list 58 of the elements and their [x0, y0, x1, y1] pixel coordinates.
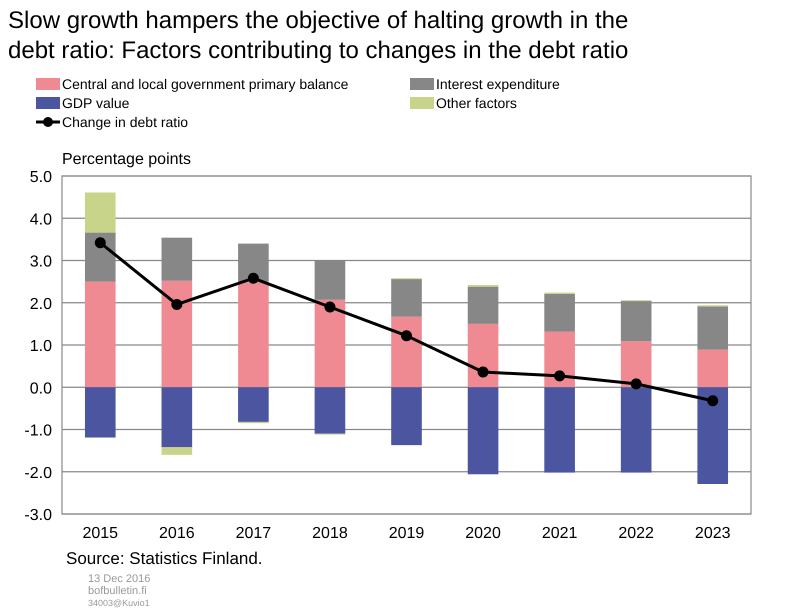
y-tick-label: -2.0 [24, 464, 52, 482]
bar [84, 387, 116, 438]
point [324, 301, 336, 312]
y-tick-label: -3.0 [24, 507, 52, 524]
point [248, 272, 259, 284]
bar [391, 316, 422, 388]
bar [238, 387, 269, 422]
bar [468, 324, 498, 388]
bar [544, 387, 575, 473]
bar [162, 280, 192, 388]
y-tick-label: 4.0 [30, 211, 52, 228]
bar [620, 341, 652, 388]
x-tick-label: 2023 [694, 525, 731, 542]
chart-title: Slow growth hampers the objective of halting growth in the debt ratio: Factors contributing to changes in the debt ratio [8, 7, 628, 64]
y-tick-label: 1.0 [30, 338, 52, 355]
y-tick-label: 3.0 [30, 254, 52, 270]
legend-label: Interest expenditure [436, 76, 560, 92]
legend-label: Change in debt ratio [62, 114, 188, 130]
point [554, 370, 566, 382]
x-tick-label: 2019 [388, 525, 424, 542]
y-axis-title: Percentage points [62, 151, 191, 168]
bar [620, 387, 652, 473]
y-tick-label: 0.0 [30, 380, 52, 398]
text: 13 Dec 2016 [88, 573, 150, 585]
point [171, 298, 182, 310]
bar [238, 282, 269, 388]
source-note: Source: Statistics Finland. [66, 549, 263, 568]
bar [697, 350, 728, 388]
x-tick-label: 2021 [542, 525, 578, 542]
bar [697, 387, 728, 484]
bar [162, 387, 192, 448]
point [94, 237, 106, 248]
y-tick-label: 2.0 [30, 296, 52, 313]
legend-label: Central and local government primary balance [62, 76, 349, 92]
point [401, 330, 412, 342]
text: 34003@Kuvio1 [88, 598, 150, 608]
x-tick-label: 2016 [159, 525, 195, 542]
x-tick-label: 2020 [465, 525, 501, 542]
point [630, 378, 642, 390]
text: bofbulletin.fi [88, 585, 147, 597]
bar [84, 282, 116, 388]
bar [544, 331, 575, 388]
legend-label: Other factors [436, 95, 517, 111]
y-tick-label: 5.0 [30, 169, 52, 186]
x-tick-label: 2015 [82, 525, 118, 542]
legend-label: GDP value [62, 95, 130, 111]
y-tick-label: -1.0 [24, 422, 52, 440]
bar [468, 387, 498, 474]
x-tick-label: 2018 [312, 525, 348, 542]
bar [162, 447, 192, 455]
bar [314, 300, 346, 388]
x-tick-label: 2017 [236, 525, 272, 542]
point [707, 395, 718, 406]
bar [391, 387, 422, 446]
point [478, 366, 489, 378]
x-tick-label: 2022 [618, 525, 654, 542]
bar [84, 192, 116, 233]
bar [314, 387, 346, 434]
